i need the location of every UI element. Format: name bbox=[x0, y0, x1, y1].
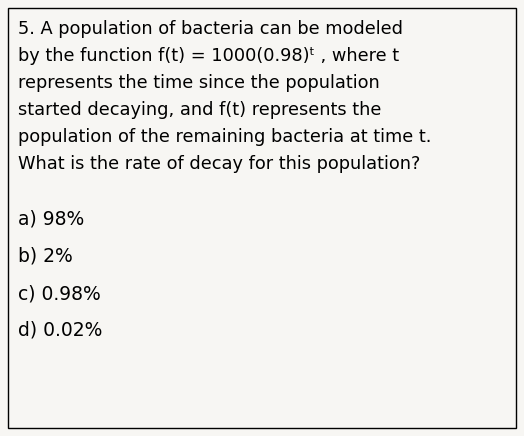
Text: by the function f(t) = 1000(0.98)ᵗ , where t: by the function f(t) = 1000(0.98)ᵗ , whe… bbox=[18, 47, 399, 65]
Text: c) 0.98%: c) 0.98% bbox=[18, 284, 101, 303]
Text: 5. A population of bacteria can be modeled: 5. A population of bacteria can be model… bbox=[18, 20, 403, 38]
Text: population of the remaining bacteria at time t.: population of the remaining bacteria at … bbox=[18, 128, 431, 146]
Text: d) 0.02%: d) 0.02% bbox=[18, 321, 102, 340]
Text: What is the rate of decay for this population?: What is the rate of decay for this popul… bbox=[18, 155, 420, 173]
Text: a) 98%: a) 98% bbox=[18, 210, 84, 229]
Text: started decaying, and f(t) represents the: started decaying, and f(t) represents th… bbox=[18, 101, 381, 119]
Text: represents the time since the population: represents the time since the population bbox=[18, 74, 380, 92]
Text: b) 2%: b) 2% bbox=[18, 247, 73, 266]
